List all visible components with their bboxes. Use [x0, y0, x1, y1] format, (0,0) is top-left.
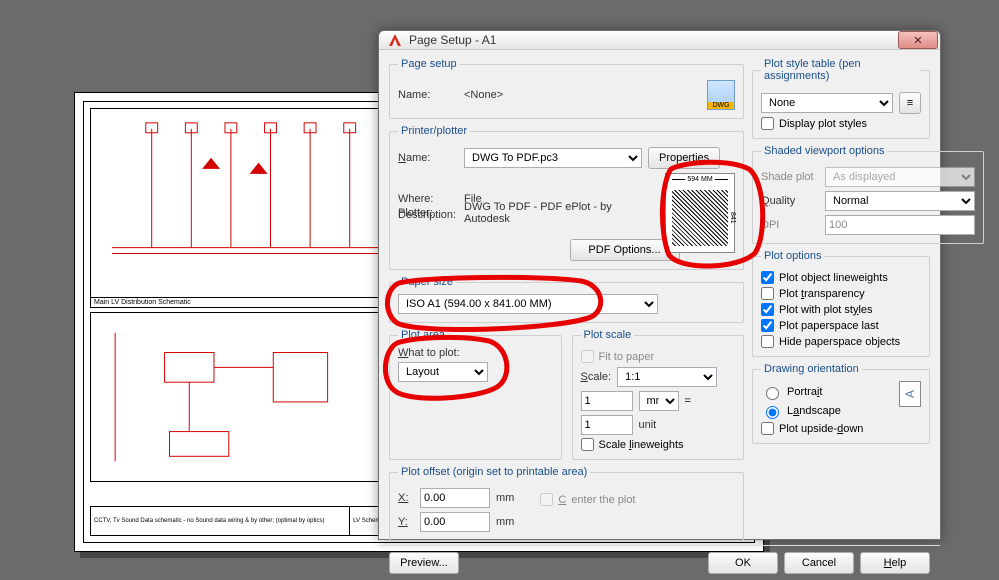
- preview-button[interactable]: Preview...: [389, 552, 459, 574]
- plot-transparency-label: Plot transparency: [779, 288, 865, 300]
- plot-options-group: Plot options Plot object lineweights Plo…: [752, 250, 930, 357]
- orientation-group: Drawing orientation Portrait Landscape P…: [752, 363, 930, 444]
- dialog-footer: Preview... OK Cancel Help: [379, 545, 940, 580]
- plot-with-styles-checkbox[interactable]: [761, 303, 774, 316]
- fit-to-paper-checkbox: [581, 350, 594, 363]
- titlebar[interactable]: Page Setup - A1 ✕: [379, 31, 940, 50]
- what-to-plot-label: hat to plot:: [408, 347, 459, 359]
- where-label: Where:: [398, 193, 458, 205]
- equals-label: =: [685, 395, 699, 407]
- description-label: Description:: [398, 209, 458, 221]
- autocad-icon: [387, 32, 403, 48]
- dpi-label: DPI: [761, 219, 819, 231]
- page-setup-dialog: Page Setup - A1 ✕ Page setup Name: <None…: [378, 30, 941, 540]
- hide-paperspace-checkbox[interactable]: [761, 335, 774, 348]
- portrait-label: Portrait: [787, 386, 822, 398]
- scale-mm-input[interactable]: [581, 391, 633, 411]
- fit-to-paper-label: Fit to paper: [599, 351, 655, 363]
- scale-lineweights-checkbox[interactable]: [581, 438, 594, 451]
- dpi-input: [825, 215, 975, 235]
- page-setup-name-label: Name:: [398, 89, 458, 101]
- upside-down-label: Plot upside-down: [779, 423, 863, 435]
- plot-with-styles-label: Plot with plot styles: [779, 304, 873, 316]
- offset-y-input[interactable]: [420, 512, 490, 532]
- quality-label: Quality: [761, 195, 819, 207]
- plot-offset-group: Plot offset (origin set to printable are…: [389, 466, 744, 541]
- window-title: Page Setup - A1: [409, 33, 496, 47]
- landscape-label: Landscape: [787, 405, 841, 417]
- display-plot-styles-label: Display plot styles: [779, 118, 867, 130]
- center-plot-label: enter the plot: [571, 494, 635, 506]
- shade-plot-select: As displayed: [825, 167, 975, 187]
- where-value: File: [464, 193, 482, 205]
- paper-size-select[interactable]: ISO A1 (594.00 x 841.00 MM): [398, 294, 658, 314]
- plot-lineweights-checkbox[interactable]: [761, 271, 774, 284]
- shaded-viewport-group: Shaded viewport options Shade plot As di…: [752, 145, 984, 244]
- portrait-radio[interactable]: [766, 387, 779, 400]
- printer-plotter-group: Printer/plotter Name: DWG To PDF.pc3 Pro…: [389, 125, 744, 270]
- page-setup-name-value: <None>: [464, 89, 503, 101]
- plotter-value: DWG To PDF - PDF ePlot - by Autodesk: [464, 201, 659, 225]
- page-setup-group: Page setup Name: <None>: [389, 58, 744, 119]
- close-button[interactable]: ✕: [898, 31, 938, 49]
- ok-button[interactable]: OK: [708, 552, 778, 574]
- plot-style-select[interactable]: None: [761, 93, 893, 113]
- paperspace-last-checkbox[interactable]: [761, 319, 774, 332]
- plot-transparency-checkbox[interactable]: [761, 287, 774, 300]
- paper-preview: 594 MM 841: [665, 173, 735, 253]
- paperspace-last-label: Plot paperspace last: [779, 320, 879, 332]
- what-to-plot-select[interactable]: Layout: [398, 362, 488, 382]
- quality-select[interactable]: Normal: [825, 191, 975, 211]
- printer-name-label: ame:: [406, 152, 430, 164]
- pdf-options-button[interactable]: PDF Options...: [570, 239, 680, 261]
- scale-unit-input[interactable]: [581, 415, 633, 435]
- orientation-icon: A: [899, 381, 921, 407]
- plot-style-table-group: Plot style table (pen assignments) None …: [752, 58, 930, 139]
- display-plot-styles-checkbox[interactable]: [761, 117, 774, 130]
- unit-label: unit: [639, 419, 679, 431]
- landscape-radio[interactable]: [766, 406, 779, 419]
- plot-lineweights-label: Plot object lineweights: [779, 272, 888, 284]
- scale-lineweights-label: Scale lineweights: [599, 439, 684, 451]
- paper-size-group: Paper size ISO A1 (594.00 x 841.00 MM): [389, 276, 744, 323]
- plot-style-edit-button[interactable]: ≡: [899, 92, 921, 114]
- center-plot-checkbox: [540, 493, 553, 506]
- help-button[interactable]: Help: [860, 552, 930, 574]
- scale-label: Scale:: [581, 371, 612, 383]
- scale-unit-select[interactable]: mm: [639, 391, 679, 411]
- dwg-icon: [707, 80, 735, 110]
- upside-down-checkbox[interactable]: [761, 422, 774, 435]
- plot-scale-group: Plot scale Fit to paper Scale: 1:1 mm = …: [572, 329, 745, 460]
- hide-paperspace-label: Hide paperspace objects: [779, 336, 900, 348]
- printer-name-select[interactable]: DWG To PDF.pc3: [464, 148, 642, 168]
- scale-select[interactable]: 1:1: [617, 367, 717, 387]
- shade-plot-label: Shade plot: [761, 171, 819, 183]
- offset-x-input[interactable]: [420, 488, 490, 508]
- properties-button[interactable]: Properties: [648, 147, 720, 169]
- cancel-button[interactable]: Cancel: [784, 552, 854, 574]
- plot-area-group: Plot area What to plot: Layout: [389, 329, 562, 460]
